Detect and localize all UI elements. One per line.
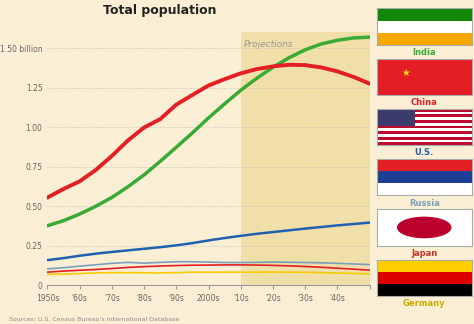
Bar	[377, 221, 472, 234]
Bar	[377, 109, 415, 126]
Bar	[377, 183, 472, 195]
Bar	[241, 32, 386, 285]
Bar	[377, 8, 472, 20]
Bar	[377, 121, 472, 133]
Bar	[377, 71, 472, 83]
Bar	[377, 109, 472, 112]
Circle shape	[398, 217, 451, 237]
Bar	[377, 20, 472, 33]
Text: Japan: Japan	[411, 249, 438, 258]
Bar	[377, 117, 472, 120]
Bar	[377, 126, 472, 128]
Text: U.S.: U.S.	[415, 148, 434, 157]
Text: Total population: Total population	[103, 4, 217, 17]
Text: Sources: U.S. Census Bureau's International Database: Sources: U.S. Census Bureau's Internatio…	[9, 318, 180, 322]
Text: China: China	[411, 98, 438, 107]
Text: Germany: Germany	[403, 299, 446, 308]
Bar	[377, 183, 472, 195]
Bar	[377, 284, 472, 296]
Text: ★: ★	[401, 68, 410, 78]
Bar	[377, 133, 472, 145]
Bar	[377, 171, 472, 183]
Bar	[377, 131, 472, 134]
Bar	[377, 142, 472, 145]
Bar	[377, 112, 472, 114]
Bar	[377, 209, 472, 221]
Bar	[377, 260, 472, 272]
Bar	[377, 128, 472, 131]
Bar	[377, 33, 472, 45]
Bar	[377, 140, 472, 142]
Bar	[377, 134, 472, 137]
Bar	[377, 83, 472, 95]
Text: India: India	[412, 48, 436, 57]
Bar	[377, 171, 472, 183]
Text: Projections: Projections	[244, 40, 293, 49]
Bar	[377, 272, 472, 284]
Bar	[377, 109, 472, 121]
Bar	[377, 159, 472, 171]
Bar	[377, 137, 472, 140]
Bar	[377, 234, 472, 246]
Bar	[377, 120, 472, 123]
Bar	[377, 123, 472, 126]
Bar	[377, 159, 472, 171]
Bar	[377, 114, 472, 117]
Bar	[377, 59, 472, 71]
Text: Russia: Russia	[409, 199, 440, 208]
